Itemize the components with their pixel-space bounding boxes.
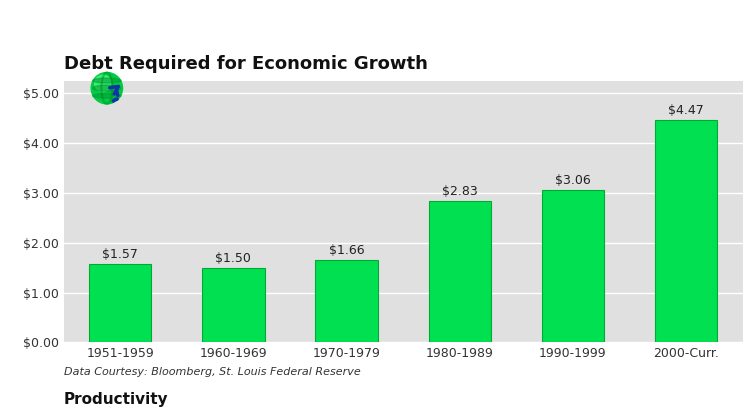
Bar — [655, 120, 717, 342]
FancyArrowPatch shape — [110, 86, 118, 95]
Text: $1.50: $1.50 — [215, 251, 251, 265]
Ellipse shape — [93, 78, 121, 83]
Text: $1.57: $1.57 — [102, 248, 138, 261]
Text: $2.83: $2.83 — [442, 186, 478, 198]
Circle shape — [94, 75, 111, 92]
Text: $3.06: $3.06 — [555, 174, 591, 187]
Bar — [428, 201, 490, 342]
Text: Data Courtesy: Bloomberg, St. Louis Federal Reserve: Data Courtesy: Bloomberg, St. Louis Fede… — [64, 367, 361, 377]
Bar — [202, 268, 265, 342]
Bar — [542, 190, 604, 342]
Text: Productivity: Productivity — [64, 392, 168, 407]
Text: $4.47: $4.47 — [668, 104, 704, 117]
Ellipse shape — [93, 85, 121, 91]
FancyArrowPatch shape — [113, 99, 117, 101]
Bar — [316, 260, 378, 342]
Bar — [89, 264, 152, 342]
Ellipse shape — [93, 93, 121, 98]
Text: Debt Required for Economic Growth: Debt Required for Economic Growth — [64, 55, 427, 73]
Circle shape — [92, 73, 122, 104]
Text: $1.66: $1.66 — [328, 244, 364, 257]
